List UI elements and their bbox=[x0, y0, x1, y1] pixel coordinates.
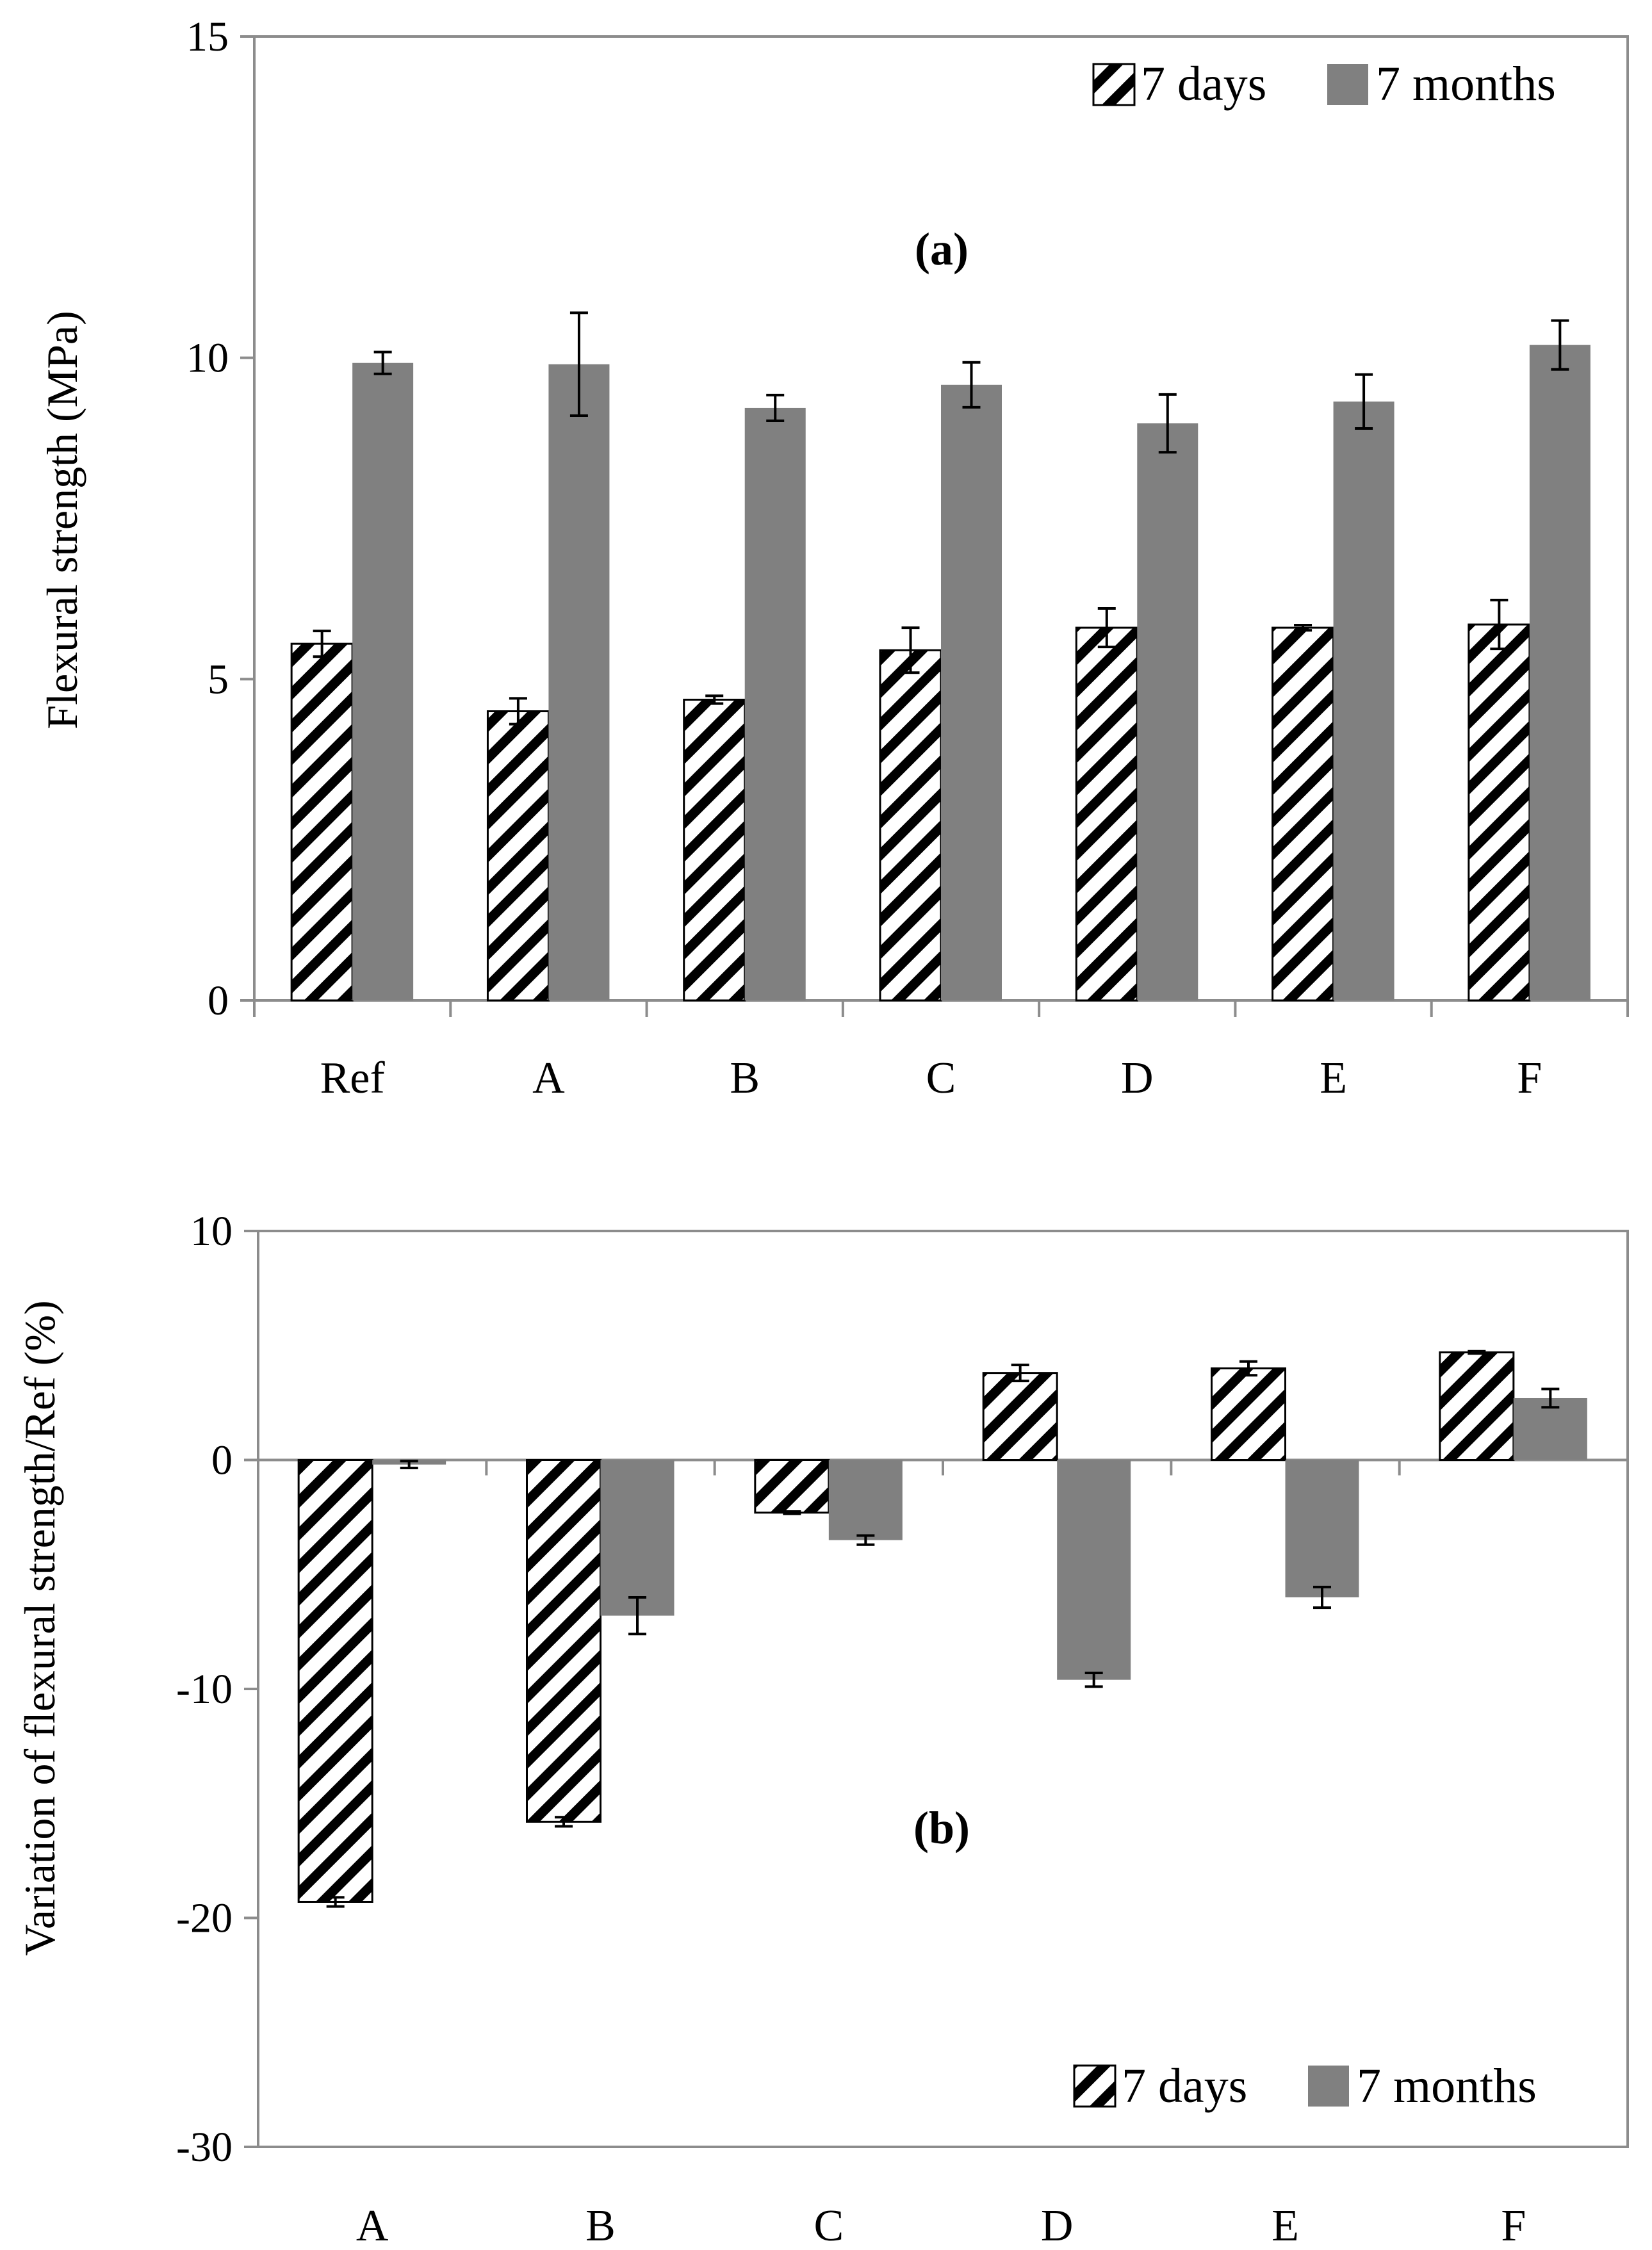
bar-7-months-c bbox=[941, 384, 1002, 1000]
legend-swatch-7-days-a bbox=[1092, 63, 1136, 106]
y-tick-label: -10 bbox=[176, 1666, 233, 1713]
legend-label-7-months-a: 7 months bbox=[1376, 57, 1556, 111]
bar-7-days-c bbox=[754, 1459, 830, 1514]
y-tick-label: 15 bbox=[186, 13, 229, 60]
category-label: E bbox=[1272, 2201, 1299, 2250]
y-axis-label-b: Variation of flexural strength/Ref (%) bbox=[15, 1300, 64, 1955]
y-tick-label: 5 bbox=[208, 656, 229, 703]
bar-7-months-a bbox=[548, 364, 610, 1000]
y-tick-label: 10 bbox=[186, 335, 229, 382]
bar-7-days-b bbox=[683, 698, 746, 1002]
legend-swatch-7-months-b bbox=[1308, 2066, 1349, 2107]
bar-7-months-e bbox=[1285, 1460, 1359, 1597]
y-ticks-b: -30 -20 -10 0 10 bbox=[176, 1208, 258, 2171]
bar-7-days-d bbox=[1075, 626, 1138, 1002]
bar-7-days-ref bbox=[290, 642, 354, 1002]
category-labels-a: Ref A B C D E F bbox=[320, 1054, 1542, 1103]
category-label: Ref bbox=[320, 1054, 386, 1103]
bar-7-days-d bbox=[982, 1372, 1058, 1461]
panel-label-b: (b) bbox=[913, 1802, 970, 1854]
category-label: C bbox=[814, 2201, 844, 2250]
y-axis-label-a: Flexural strength (MPa) bbox=[38, 311, 86, 729]
chart-a: 0 5 10 15 Ref A B C D E F Flexural strength (MPa)… bbox=[38, 13, 1629, 1103]
y-tick-label: 0 bbox=[211, 1437, 233, 1484]
bar-7-months-b bbox=[744, 407, 806, 1000]
error-bars-b bbox=[326, 1349, 1560, 1908]
bar-7-months-f bbox=[1529, 345, 1591, 1000]
bar-7-days-a bbox=[297, 1459, 373, 1903]
bar-7-days-e bbox=[1211, 1367, 1286, 1461]
bar-7-months-b bbox=[600, 1460, 675, 1616]
legend-label-7-days-b: 7 days bbox=[1122, 2059, 1247, 2113]
category-label: D bbox=[1041, 2201, 1074, 2250]
legend-swatch-7-days-b bbox=[1073, 2064, 1116, 2108]
legend-label-7-months-b: 7 months bbox=[1357, 2059, 1537, 2113]
bar-7-months-ref bbox=[352, 363, 414, 1000]
bar-7-days-f bbox=[1439, 1351, 1515, 1462]
y-tick-label: -30 bbox=[176, 2124, 233, 2171]
bar-7-months-d bbox=[1137, 423, 1198, 1000]
bar-7-days-e bbox=[1272, 626, 1335, 1002]
legend-swatch-7-months-a bbox=[1327, 64, 1368, 105]
x-ticks-b bbox=[257, 1460, 1629, 1476]
x-ticks-a bbox=[253, 1000, 1629, 1017]
category-label: F bbox=[1517, 1054, 1542, 1103]
bar-7-months-c bbox=[828, 1460, 903, 1540]
y-tick-label: 10 bbox=[190, 1208, 233, 1255]
plot-area-b bbox=[257, 1230, 1629, 2148]
y-tick-label: -20 bbox=[176, 1895, 233, 1942]
bar-7-months-e bbox=[1333, 401, 1394, 1000]
bar-7-months-d bbox=[1057, 1460, 1131, 1680]
error-bars-a bbox=[313, 311, 1569, 726]
bar-7-days-b bbox=[526, 1459, 601, 1823]
category-label: F bbox=[1501, 2201, 1526, 2250]
category-label: D bbox=[1121, 1054, 1154, 1103]
legend-a: 7 days 7 months bbox=[1092, 57, 1556, 111]
legend-b: 7 days 7 months bbox=[1073, 2059, 1537, 2113]
panel-label-a: (a) bbox=[915, 224, 969, 275]
bar-7-days-c bbox=[879, 649, 942, 1002]
y-ticks-a: 0 5 10 15 bbox=[186, 13, 254, 1024]
bars-a bbox=[290, 345, 1591, 1002]
bar-7-days-f bbox=[1468, 623, 1531, 1002]
category-label: B bbox=[585, 2201, 616, 2250]
category-labels-b: A B C D E F bbox=[356, 2201, 1526, 2250]
bars-b bbox=[297, 1351, 1587, 1903]
category-label: A bbox=[532, 1054, 565, 1103]
category-label: B bbox=[730, 1054, 760, 1103]
category-label: A bbox=[356, 2201, 389, 2250]
chart-b: -30 -20 -10 0 10 A B C D E F Variation of flexura… bbox=[15, 1208, 1629, 2250]
category-label: E bbox=[1320, 1054, 1347, 1103]
category-label: C bbox=[926, 1054, 956, 1103]
bar-7-days-a bbox=[486, 710, 550, 1002]
y-tick-label: 0 bbox=[208, 977, 229, 1024]
legend-label-7-days-a: 7 days bbox=[1141, 57, 1266, 111]
